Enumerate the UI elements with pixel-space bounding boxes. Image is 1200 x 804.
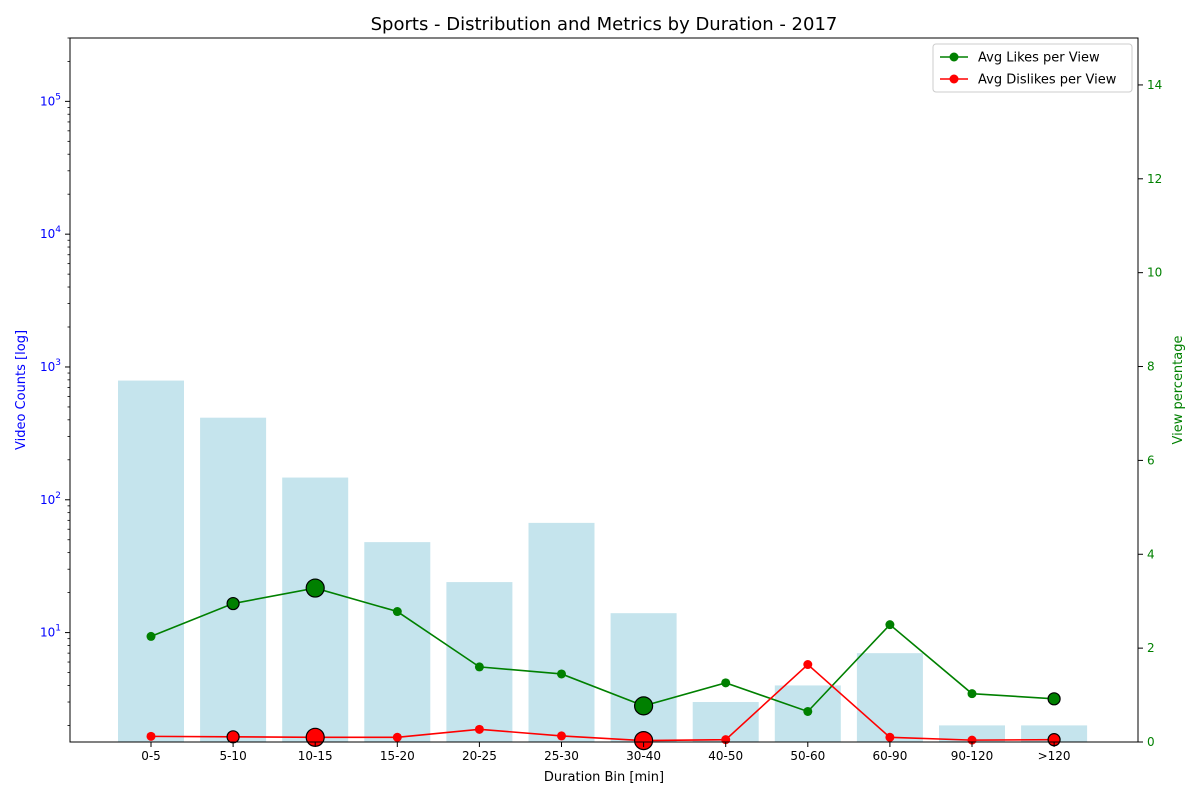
bar-15-20 (364, 542, 431, 742)
y-tick-label: 105 (40, 92, 61, 108)
series-1-point-5-10 (226, 730, 240, 744)
bar-0-5 (118, 380, 184, 742)
series-0-point-5-10 (226, 596, 240, 611)
y2-tick-label: 0 (1147, 735, 1155, 749)
y-tick-exponent: 4 (55, 225, 61, 235)
x-tick-label-30-40: 30-40 (626, 749, 661, 763)
x-tick-label-40-50: 40-50 (708, 749, 743, 763)
series-0-point-20-25 (474, 662, 484, 672)
bar-25-30 (528, 522, 595, 742)
x-tick-label-25-30: 25-30 (544, 749, 579, 763)
legend-dislikes-label: Avg Dislikes per View (978, 73, 1117, 88)
series-1-point-0-5 (146, 731, 156, 741)
plot-frame (69, 37, 1139, 743)
y2-tick-label: 4 (1147, 547, 1155, 561)
y2-tick-label: 2 (1147, 641, 1155, 655)
bar-90-120 (939, 725, 1005, 742)
y2-tick-label: 12 (1147, 172, 1162, 186)
y2-tick-label: 6 (1147, 453, 1155, 467)
x-tick-label->120: >120 (1038, 749, 1071, 763)
series-0-point-50-60 (803, 706, 813, 716)
series-1-point-50-60 (803, 660, 813, 670)
lines-layer (146, 578, 1061, 751)
bars-layer (118, 380, 1088, 742)
y2-axis-title: View percentage (1171, 336, 1186, 445)
series-1-point-60-90 (885, 732, 895, 742)
legend-box (932, 43, 1133, 93)
y-tick-label: 103 (40, 358, 61, 374)
y-tick-label: 102 (40, 491, 61, 507)
bar-10-15 (282, 477, 349, 742)
x-axis-title: Duration Bin [min] (544, 770, 664, 785)
series-1-point-30-40 (633, 730, 654, 751)
series-0-point-30-40 (633, 696, 654, 716)
series-1-point-15-20 (392, 732, 402, 742)
series-line-1 (150, 663, 1055, 742)
series-0-point-10-15 (305, 578, 325, 598)
series-line-0 (150, 587, 1055, 713)
chart-title: Sports - Distribution and Metrics by Dur… (371, 14, 838, 35)
x-tick-label-50-60: 50-60 (790, 749, 825, 763)
series-0-point-90-120 (967, 689, 977, 699)
x-tick-label-20-25: 20-25 (462, 749, 497, 763)
y-axis-title: Video Counts [log] (14, 330, 29, 450)
y-tick-exponent: 2 (55, 491, 61, 501)
y2-tick-label: 10 (1147, 266, 1162, 280)
legend-likes-label: Avg Likes per View (978, 51, 1100, 66)
x-tick-label-5-10: 5-10 (219, 749, 246, 763)
x-tick-label-15-20: 15-20 (380, 749, 415, 763)
y2-tick-label: 14 (1147, 78, 1162, 92)
series-1-point-20-25 (474, 724, 484, 734)
legend: Avg Likes per View Avg Dislikes per View (932, 43, 1133, 93)
series-0-point->120 (1047, 692, 1061, 706)
y-tick-exponent: 1 (55, 624, 61, 634)
series-1-point-25-30 (557, 731, 566, 741)
legend-likes-marker (949, 52, 959, 62)
series-0-point-0-5 (146, 631, 156, 641)
series-0-point-40-50 (721, 678, 731, 688)
bar-20-25 (446, 582, 513, 742)
y-tick-label: 101 (40, 624, 61, 640)
bar-5-10 (200, 417, 267, 742)
x-tick-label-60-90: 60-90 (872, 749, 907, 763)
y-tick-exponent: 3 (55, 358, 61, 368)
bar-60-90 (856, 653, 923, 742)
y-tick-exponent: 5 (55, 92, 61, 102)
x-tick-label-0-5: 0-5 (141, 749, 161, 763)
series-0-point-60-90 (885, 620, 895, 630)
y2-tick-label: 8 (1147, 360, 1155, 374)
x-tick-label-10-15: 10-15 (298, 749, 333, 763)
x-tick-label-90-120: 90-120 (951, 749, 994, 763)
legend-dislikes-marker (949, 74, 959, 84)
y-tick-label: 104 (40, 225, 61, 241)
bar-30-40 (610, 613, 677, 742)
series-0-point-25-30 (557, 669, 566, 679)
series-0-point-15-20 (392, 607, 402, 617)
